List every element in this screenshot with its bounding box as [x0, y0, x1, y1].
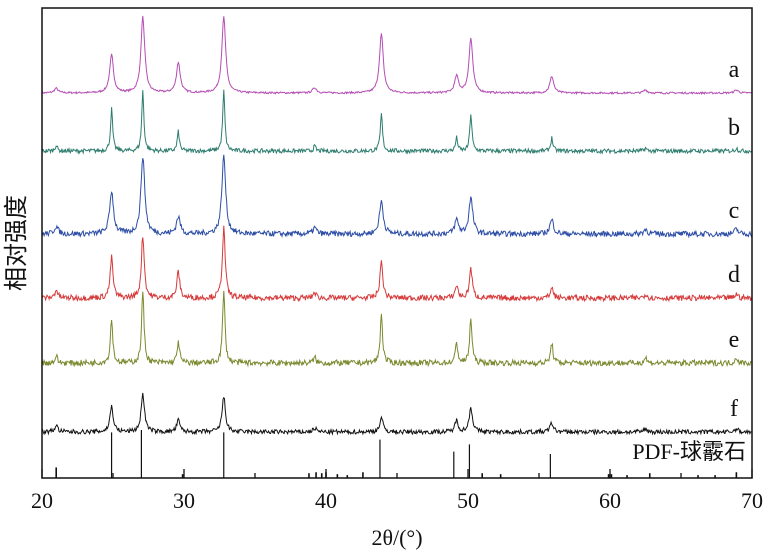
reference-label: PDF-球霰石 — [632, 439, 746, 464]
x-tick-label: 40 — [315, 488, 337, 513]
x-tick-label: 60 — [599, 488, 621, 513]
series-labels: a b c d e f — [728, 57, 740, 422]
series-label-a: a — [729, 57, 740, 83]
series-label-d: d — [728, 262, 740, 288]
series-label-e: e — [729, 327, 740, 353]
x-axis-label: 2θ/(°) — [371, 525, 422, 550]
series-label-f: f — [730, 396, 738, 422]
series-line-b — [41, 89, 753, 155]
x-tick-label: 70 — [741, 488, 763, 513]
series-line-e — [41, 290, 753, 368]
reference-pattern — [55, 430, 738, 478]
x-tick-label: 20 — [31, 488, 53, 513]
series-line-d — [41, 225, 753, 303]
series-line-f — [41, 392, 753, 436]
series-group — [41, 15, 753, 436]
x-tick-label: 50 — [457, 488, 479, 513]
x-tick-label: 30 — [173, 488, 195, 513]
series-label-c: c — [729, 198, 740, 224]
plot-frame — [41, 7, 753, 479]
series-line-a — [41, 15, 753, 96]
x-axis-ticks: 20 30 40 50 60 70 — [31, 469, 763, 513]
series-label-b: b — [728, 115, 740, 141]
series-line-c — [41, 154, 753, 239]
y-axis-label: 相对强度 — [3, 195, 30, 291]
